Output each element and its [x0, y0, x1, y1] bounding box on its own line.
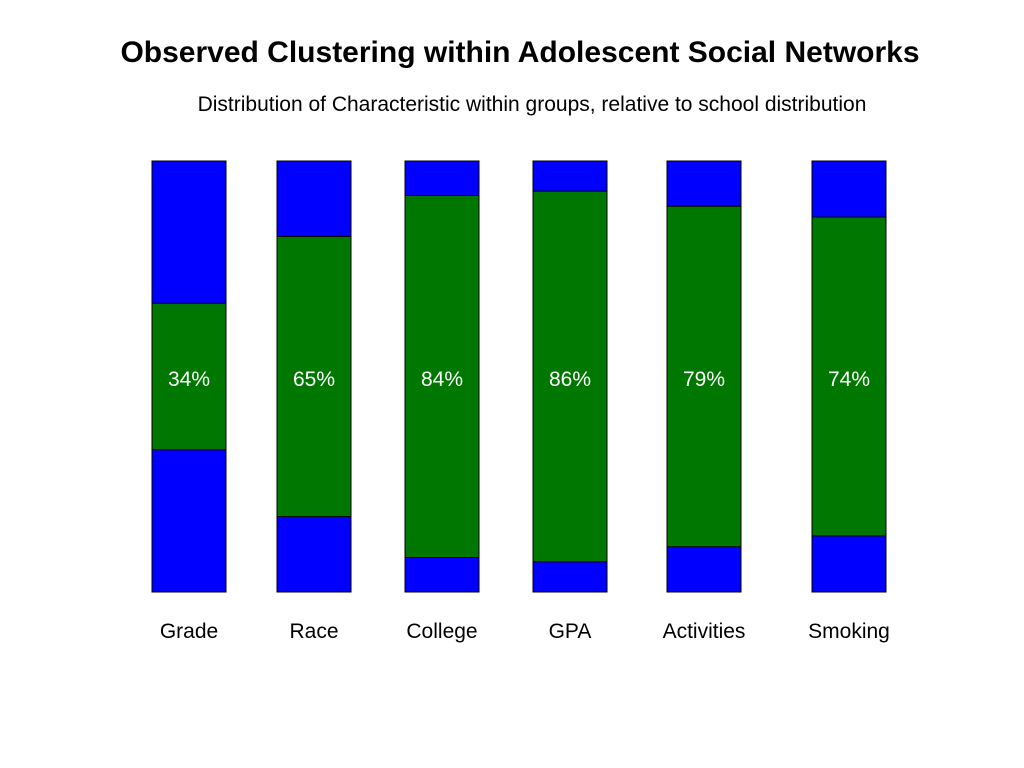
- bar-inner-gpa: [532, 190, 608, 563]
- value-label-smoking: 74%: [828, 368, 870, 391]
- bar-inner-grade: [151, 302, 227, 451]
- category-label-race: Race: [289, 620, 338, 643]
- bar-inner-activities: [666, 205, 742, 548]
- chart-title: Observed Clustering within Adolescent So…: [120, 36, 920, 69]
- category-label-college: College: [406, 620, 477, 643]
- chart-subtitle: Distribution of Characteristic within gr…: [197, 93, 867, 116]
- bar-inner-college: [404, 194, 480, 559]
- value-label-activities: 79%: [683, 368, 725, 391]
- bars-group: 34% Grade 65% Race 84% College 86% GPA 79% Activi…: [151, 160, 890, 643]
- value-label-gpa: 86%: [549, 368, 591, 391]
- bar-inner-smoking: [811, 216, 887, 537]
- category-label-grade: Grade: [160, 620, 218, 643]
- bar-inner-race: [276, 235, 352, 518]
- category-label-smoking: Smoking: [808, 620, 890, 643]
- category-label-activities: Activities: [663, 620, 746, 643]
- category-label-gpa: GPA: [549, 620, 592, 643]
- value-label-college: 84%: [421, 368, 463, 391]
- value-label-grade: 34%: [168, 368, 210, 391]
- value-label-race: 65%: [293, 368, 335, 391]
